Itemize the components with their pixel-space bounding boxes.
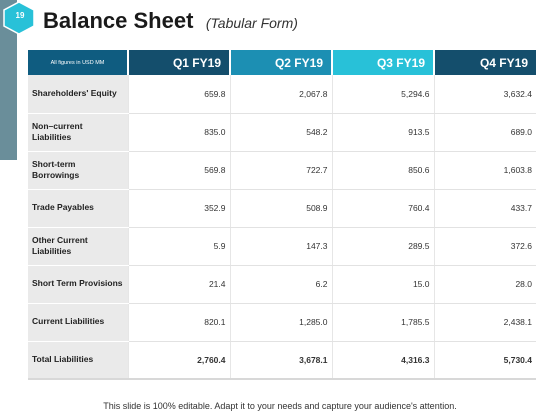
table-row: Short-term Borrowings 569.8 722.7 850.6 … (28, 151, 536, 190)
table-cell: 2,760.4 (127, 341, 230, 380)
row-label: Shareholders' Equity (28, 75, 128, 114)
table-cell: 5.9 (127, 227, 230, 266)
side-accent-bar (0, 0, 17, 160)
table-cell: 1,603.8 (433, 151, 536, 190)
table-cell: 433.7 (433, 189, 536, 228)
table-cell: 913.5 (331, 113, 434, 152)
balance-sheet-table: All figures in USD MM Q1 FY19 Q2 FY19 Q3… (28, 50, 536, 380)
units-note: All figures in USD MM (28, 50, 128, 75)
table-cell: 6.2 (229, 265, 332, 304)
row-label: Short-term Borrowings (28, 151, 128, 190)
footer-note: This slide is 100% editable. Adapt it to… (103, 401, 457, 411)
table-cell: 689.0 (433, 113, 536, 152)
table-cell: 508.9 (229, 189, 332, 228)
table-row: Non–current Liabilities 835.0 548.2 913.… (28, 113, 536, 152)
slide-number-badge: 19 (0, 0, 38, 36)
row-label: Other Current Liabilities (28, 227, 128, 266)
table-row: Trade Payables 352.9 508.9 760.4 433.7 (28, 189, 536, 228)
table-cell: 1,785.5 (331, 303, 434, 342)
row-label: Total Liabilities (28, 341, 128, 380)
table-cell: 569.8 (127, 151, 230, 190)
total-row: Total Liabilities 2,760.4 3,678.1 4,316.… (28, 341, 536, 380)
row-label: Short Term Provisions (28, 265, 128, 304)
table-cell: 850.6 (331, 151, 434, 190)
table-cell: 15.0 (331, 265, 434, 304)
row-label: Current Liabilities (28, 303, 128, 342)
table-cell: 289.5 (331, 227, 434, 266)
table-cell: 548.2 (229, 113, 332, 152)
table-cell: 3,678.1 (229, 341, 332, 380)
table-cell: 352.9 (127, 189, 230, 228)
table-row: Shareholders' Equity 659.8 2,067.8 5,294… (28, 75, 536, 114)
title-row: Balance Sheet (Tabular Form) (43, 8, 298, 34)
row-label: Non–current Liabilities (28, 113, 128, 152)
column-header-q1: Q1 FY19 (127, 50, 230, 75)
table-cell: 4,316.3 (331, 341, 434, 380)
table-cell: 372.6 (433, 227, 536, 266)
row-label: Trade Payables (28, 189, 128, 228)
column-header-q3: Q3 FY19 (331, 50, 434, 75)
table-row: Other Current Liabilities 5.9 147.3 289.… (28, 227, 536, 266)
hexagon-badge-icon (3, 1, 35, 35)
table-cell: 28.0 (433, 265, 536, 304)
table-cell: 5,294.6 (331, 75, 434, 114)
column-header-q2: Q2 FY19 (229, 50, 332, 75)
table-cell: 147.3 (229, 227, 332, 266)
page-subtitle: (Tabular Form) (205, 15, 298, 31)
table-cell: 2,438.1 (433, 303, 536, 342)
slide-number: 19 (15, 11, 25, 20)
table-cell: 2,067.8 (229, 75, 332, 114)
page-title: Balance Sheet (43, 8, 194, 33)
table-cell: 820.1 (127, 303, 230, 342)
table-row: Current Liabilities 820.1 1,285.0 1,785.… (28, 303, 536, 342)
table-cell: 5,730.4 (433, 341, 536, 380)
table-cell: 760.4 (331, 189, 434, 228)
table-cell: 659.8 (127, 75, 230, 114)
table-cell: 21.4 (127, 265, 230, 304)
table-cell: 3,632.4 (433, 75, 536, 114)
table-cell: 835.0 (127, 113, 230, 152)
table-header-row: All figures in USD MM Q1 FY19 Q2 FY19 Q3… (28, 50, 536, 75)
column-header-q4: Q4 FY19 (433, 50, 536, 75)
table-cell: 1,285.0 (229, 303, 332, 342)
table-cell: 722.7 (229, 151, 332, 190)
table-row: Short Term Provisions 21.4 6.2 15.0 28.0 (28, 265, 536, 304)
